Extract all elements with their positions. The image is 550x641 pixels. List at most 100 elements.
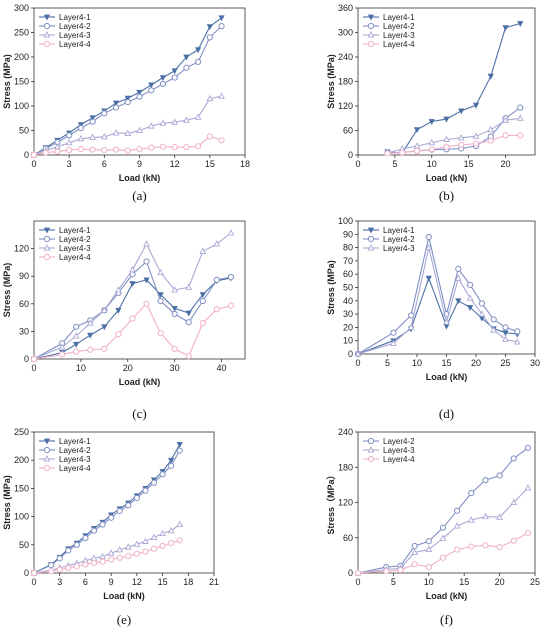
data-point	[227, 302, 235, 309]
data-point	[157, 330, 164, 337]
data-point	[206, 133, 213, 140]
x-tick-label: 10	[424, 577, 434, 587]
data-point	[56, 566, 63, 573]
data-point	[213, 240, 221, 247]
data-point	[455, 265, 462, 272]
y-axis-label: Stress (MPa)	[2, 263, 12, 318]
data-point	[66, 147, 73, 154]
y-tick-label: 250	[14, 427, 29, 437]
data-point	[171, 286, 179, 293]
x-tick-label: 10	[427, 159, 437, 169]
data-point	[136, 89, 143, 96]
y-tick-label: 240	[338, 427, 353, 437]
legend-marker	[43, 464, 51, 472]
legend-marker	[43, 14, 51, 21]
data-point	[425, 275, 432, 282]
y-tick-label: 200	[14, 52, 29, 62]
data-point	[502, 116, 509, 123]
data-point	[59, 351, 66, 358]
data-point	[171, 118, 179, 125]
data-point	[124, 543, 132, 550]
data-point	[108, 514, 115, 521]
legend-entry: Layer4-2	[59, 22, 91, 31]
data-point	[490, 316, 497, 323]
x-axis-label: Load (kN)	[103, 591, 145, 601]
data-point	[213, 306, 220, 313]
x-axis-label: Load (kN)	[426, 591, 468, 601]
data-point	[199, 297, 206, 305]
panel-label: (a)	[132, 188, 146, 203]
x-tick-label: 0	[355, 577, 360, 587]
data-point	[171, 74, 178, 81]
legend-entry: Layer4-1	[383, 13, 415, 22]
data-point	[157, 297, 164, 305]
data-point	[467, 305, 474, 311]
x-axis-label: Load (kN)	[119, 377, 161, 387]
legend-entry: Layer4-4	[383, 40, 415, 49]
data-point	[206, 94, 214, 102]
data-point	[86, 319, 94, 326]
x-tick-label: 20	[123, 363, 133, 373]
data-point	[143, 300, 150, 307]
data-point	[150, 533, 158, 540]
x-tick-label: 20	[471, 358, 481, 368]
panel-label: (c)	[132, 406, 146, 421]
y-tick-label: 250	[14, 28, 29, 38]
y-tick-label: 0	[348, 568, 353, 578]
series-line	[357, 447, 529, 574]
data-point	[115, 331, 122, 338]
y-axis-label: Stress（MPa）	[326, 470, 336, 534]
legend-marker	[367, 446, 375, 453]
legend-marker	[367, 14, 375, 21]
data-point	[487, 137, 494, 144]
data-point	[129, 281, 136, 288]
y-tick-label: 90	[343, 229, 353, 239]
data-point	[478, 310, 486, 317]
legend-marker	[43, 22, 51, 30]
data-point	[148, 87, 155, 94]
data-point	[159, 542, 166, 550]
panel-f: 0 5 10 15 20 25 0 60 120 180 240 Load (kN) Stress（MP…	[326, 427, 540, 627]
data-point	[176, 447, 183, 454]
y-tick-label: 120	[338, 498, 353, 508]
y-tick-label: 10	[343, 336, 353, 346]
data-point	[199, 247, 207, 254]
data-point	[73, 348, 80, 355]
data-point	[77, 124, 84, 132]
data-point	[108, 556, 115, 563]
series-line	[387, 22, 521, 154]
data-point	[425, 233, 432, 241]
series-layer4-3	[354, 243, 521, 357]
plot-frame	[33, 220, 246, 360]
data-point	[218, 92, 225, 99]
data-point	[143, 277, 150, 284]
legend-entry: Layer4-3	[383, 244, 415, 253]
y-tick-label: 50	[19, 540, 29, 550]
y-tick-label: 120	[14, 244, 29, 254]
y-tick-label: 100	[338, 216, 353, 226]
data-point	[454, 507, 461, 514]
x-tick-label: 0	[355, 159, 360, 169]
x-tick-label: 9	[137, 159, 142, 169]
y-tick-label: 180	[338, 77, 353, 87]
x-tick-label: 12	[170, 159, 180, 169]
data-point	[167, 526, 175, 534]
y-tick-label: 200	[14, 455, 29, 465]
y-tick-label: 80	[343, 243, 353, 253]
series-line	[33, 444, 181, 574]
series-layer4-3	[30, 92, 225, 158]
legend-marker	[367, 40, 375, 48]
y-axis-label: Stress (MPa)	[2, 475, 12, 530]
data-point	[171, 306, 178, 312]
legend-entry: Layer4-2	[59, 446, 91, 455]
legend-entry: Layer4-3	[59, 455, 91, 464]
x-tick-label: 12	[132, 577, 142, 587]
x-tick-label: 0	[31, 363, 36, 373]
legend-marker	[367, 244, 375, 251]
data-point	[218, 15, 225, 22]
legend-entry: Layer4-3	[383, 31, 415, 40]
panel-label: (e)	[117, 612, 131, 627]
data-point	[124, 129, 132, 136]
